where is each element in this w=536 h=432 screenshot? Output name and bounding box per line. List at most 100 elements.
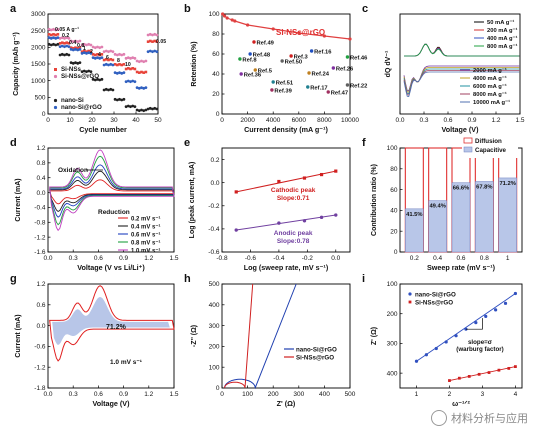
data-point-nano-Si — [89, 70, 93, 74]
y-tick-label: 500 — [209, 281, 220, 288]
data-point-Si-NSs@rGO — [124, 56, 128, 60]
data-point-Si-NSs@rGO — [80, 43, 84, 47]
panel-e: e-0.8 -0.6 -0.4 -0.2 0.00.20.0-0.2-0.4-0.6Lo… — [184, 137, 351, 272]
plot-frame — [399, 13, 521, 115]
data-point-Si-NSs — [63, 42, 66, 45]
data-point-Si-NSs@rGO — [113, 52, 117, 56]
data-point-Si-NSs — [52, 33, 55, 36]
x-axis-label: Voltage (V) — [92, 399, 130, 408]
ref-label: Ref.50 — [285, 60, 302, 66]
data-point-Si-NSs@rGO — [91, 45, 95, 49]
rate-label: 0.4 — [69, 40, 76, 46]
data-point-nano-Si@rGO — [102, 63, 106, 67]
curve-lower — [403, 71, 520, 97]
fit-line — [416, 293, 516, 362]
curve-lower — [403, 67, 520, 93]
plot-frame — [221, 283, 351, 389]
data-point — [334, 169, 338, 173]
legend-label: Si-NSs@rGO — [296, 355, 334, 362]
legend-label: Capacitive — [475, 147, 507, 154]
x-tick-label: 10 — [66, 117, 74, 124]
data-point-nano-Si — [80, 70, 84, 74]
ref-marker — [289, 54, 293, 58]
data-point-nano-Si — [113, 97, 117, 101]
data-point-Si-NSs — [47, 33, 51, 36]
slope-label: Slope:0.71 — [277, 195, 310, 202]
rate-label: 2 — [90, 49, 93, 55]
data-point-Si-NSs@rGO — [111, 50, 115, 54]
data-point — [477, 372, 481, 376]
rate-label: 0.05 A g⁻¹ — [55, 27, 79, 33]
data-point-Si-NSs — [58, 42, 62, 45]
data-point-Si-NSs — [116, 63, 119, 67]
data-point-nano-Si — [58, 53, 62, 57]
data-point — [474, 321, 478, 325]
ref-marker — [307, 71, 311, 75]
rate-label: 8 — [117, 58, 120, 64]
x-tick-label: 1.2 — [491, 117, 500, 124]
data-point-Si-NSs@rGO — [140, 59, 143, 63]
annotation-slope: slope=σ — [468, 339, 493, 346]
x-tick-label: 20 — [88, 117, 96, 124]
data-point-nano-Si@rGO — [111, 63, 115, 67]
data-point-nano-Si@rGO — [153, 49, 157, 53]
y-tick-label: 1500 — [31, 61, 46, 68]
legend-marker — [53, 74, 58, 79]
legend-label: 0.2 mV s⁻¹ — [131, 216, 161, 223]
legend-label: 800 mA g⁻¹ — [487, 43, 518, 50]
data-point-Si-NSs@rGO — [151, 33, 154, 37]
data-point-Si-NSs — [118, 63, 121, 66]
data-point-Si-NSs@rGO — [63, 36, 66, 40]
data-point-Si-NSs — [142, 71, 145, 74]
plot-frame — [47, 283, 175, 389]
y-tick-label: 0 — [216, 111, 220, 118]
data-point-Si-NSs — [111, 58, 115, 62]
x-axis-label: Voltage (V) — [441, 125, 479, 134]
data-point-nano-Si@rGO — [151, 50, 154, 54]
data-point — [507, 366, 511, 370]
data-point-Si-NSs@rGO — [100, 45, 104, 49]
data-point — [297, 31, 301, 35]
data-point-Si-NSs@rGO — [98, 46, 102, 50]
legend-swatch — [463, 137, 473, 144]
legend-marker — [408, 300, 412, 304]
data-point-nano-Si@rGO — [124, 80, 128, 84]
ref-marker — [331, 66, 336, 70]
data-point-Si-NSs — [127, 67, 130, 70]
rate-label: 1.0 mV s⁻¹ — [110, 359, 142, 366]
data-point-Si-NSs — [54, 33, 57, 37]
x-axis-label: Cycle number — [79, 125, 127, 134]
x-tick-label: -0.6 — [245, 255, 257, 262]
ref-label: Ref.26 — [336, 67, 354, 73]
ref-marker — [253, 68, 257, 72]
data-point — [414, 359, 419, 363]
ref-marker — [309, 49, 314, 53]
data-point-Si-NSs@rGO — [120, 53, 124, 57]
data-point-Si-NSs@rGO — [122, 52, 126, 56]
data-point-nano-Si — [47, 42, 51, 46]
x-tick-label: 0.9 — [467, 117, 476, 124]
plot-frame — [47, 147, 175, 253]
series-label: Cathodic peak — [271, 187, 316, 194]
data-point-nano-Si — [131, 104, 135, 108]
data-point — [221, 12, 225, 16]
y-tick-label: -0.2 — [208, 203, 220, 210]
rate-label: 6 — [106, 55, 109, 61]
data-point-Si-NSs@rGO — [142, 60, 146, 64]
ref-label: Ref.47 — [331, 91, 348, 97]
data-point-nano-Si@rGO — [107, 63, 110, 67]
data-point — [467, 375, 471, 378]
panel-a: a 0 10 20 30 40 50 3000 2500 2000 1500 1000 500 0 Cycl… — [10, 3, 166, 134]
y-axis-label: Retention (%) — [191, 41, 198, 86]
curve-lower — [403, 65, 520, 92]
y-tick-label: 0 — [394, 249, 398, 256]
x-tick-label: -0.8 — [216, 255, 228, 262]
data-point-Si-NSs@rGO — [133, 56, 137, 60]
x-axis-label: Sweep rate (mV s⁻¹) — [427, 263, 496, 272]
data-point-Si-NSs — [144, 70, 148, 74]
legend-label: nano-Si@rGO — [296, 347, 337, 354]
data-point-Si-NSs@rGO — [78, 39, 82, 43]
legend-label: nano-Si@rGO — [61, 104, 102, 111]
x-tick-label: 0 — [220, 391, 224, 398]
capacitive-fill — [52, 297, 170, 345]
